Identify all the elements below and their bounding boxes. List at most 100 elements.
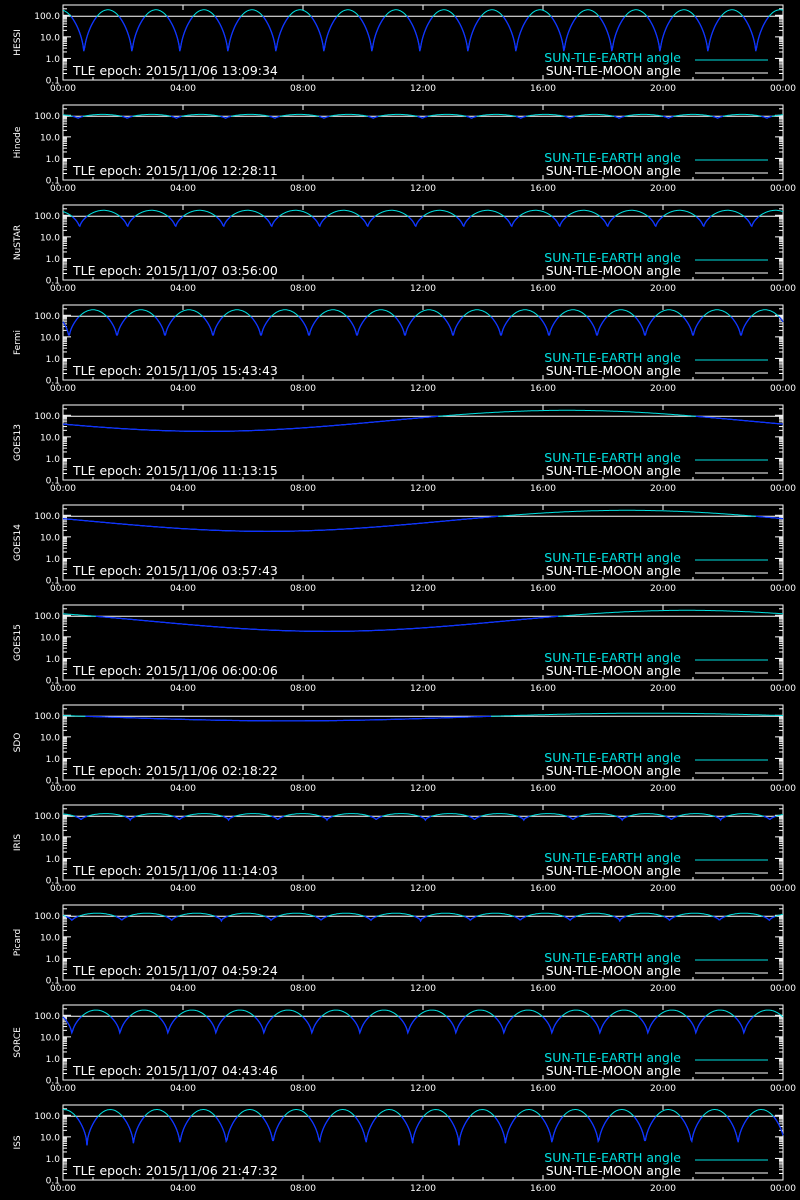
x-tick-label: 00:00 <box>50 1084 76 1094</box>
legend-label: SUN-TLE-EARTH angle <box>544 750 681 765</box>
legend-label: SUN-TLE-EARTH angle <box>544 850 681 865</box>
series-line-earth-below <box>254 1016 274 1035</box>
x-tick-label: 04:00 <box>170 184 196 194</box>
series-line-earth-below <box>540 1116 564 1143</box>
x-tick-label: 16:00 <box>530 984 556 994</box>
series-line-earth-below <box>170 115 182 119</box>
x-tick-label: 04:00 <box>170 684 196 694</box>
series-line-earth-below <box>62 316 80 336</box>
x-tick-label: 12:00 <box>410 284 436 294</box>
series-line-earth-below <box>515 115 527 119</box>
series-line-earth-below <box>517 815 530 822</box>
series-line-earth-below <box>72 115 84 119</box>
series-line-earth-below <box>302 1016 322 1035</box>
panel-ylabel: NuSTAR <box>13 225 23 260</box>
y-tick-label: 1.0 <box>46 155 61 165</box>
y-tick-label: 10.0 <box>40 1033 60 1043</box>
chart-panel: 0.1 1.0 10.0 100.0 00:00 04:00 08:00 12:00 16:00… <box>13 504 796 594</box>
series-line-earth-below <box>202 316 224 336</box>
series-line-earth-below <box>106 316 128 336</box>
series-line-earth <box>62 309 784 336</box>
y-tick-label: 1.0 <box>46 55 61 65</box>
y-tick-label: 0.1 <box>46 577 60 587</box>
x-tick-label: 08:00 <box>290 1184 316 1194</box>
series-line-earth-below <box>346 316 368 336</box>
series-line-earth-below <box>206 1016 226 1035</box>
series-line-earth-below <box>448 1116 470 1146</box>
chart-panel: 0.1 1.0 10.0 100.0 00:00 04:00 08:00 12:00 16:00… <box>13 204 796 294</box>
legend-label: SUN-TLE-EARTH angle <box>544 250 681 265</box>
series-line-earth-below <box>696 215 712 228</box>
series-line-earth-below <box>513 915 527 921</box>
x-tick-label: 00:00 <box>770 284 796 294</box>
y-tick-label: 0.1 <box>46 277 60 287</box>
x-tick-label: 00:00 <box>50 384 76 394</box>
y-tick-label: 100.0 <box>34 812 60 822</box>
x-tick-label: 12:00 <box>410 1084 436 1094</box>
legend-label: SUN-TLE-MOON angle <box>546 863 682 878</box>
legend-label: SUN-TLE-EARTH angle <box>544 950 681 965</box>
series-line-earth-below <box>446 1016 466 1035</box>
x-tick-label: 08:00 <box>290 684 316 694</box>
series-line-earth-below <box>215 1116 238 1143</box>
series-line-earth-below <box>65 915 79 922</box>
series-line-earth-below <box>168 1116 192 1143</box>
series-line-earth-below <box>122 115 133 119</box>
series-line-earth-below <box>454 15 482 52</box>
x-tick-label: 00:00 <box>50 784 76 794</box>
x-tick-label: 20:00 <box>650 884 676 894</box>
y-tick-label: 1.0 <box>46 755 61 765</box>
series-line-earth-below <box>216 215 232 228</box>
y-tick-label: 0.1 <box>46 377 60 387</box>
y-tick-label: 0.1 <box>46 1077 60 1087</box>
series-line-earth-below <box>504 215 520 228</box>
tle-epoch-text: TLE epoch: 2015/11/06 12:28:11 <box>72 163 278 178</box>
series-line-earth-below <box>120 215 136 228</box>
panel-ylabel: SORCE <box>13 1027 23 1058</box>
series-line-earth-below <box>271 815 285 820</box>
series-line-earth-below <box>70 15 98 52</box>
series-line-earth-below <box>417 115 428 119</box>
series-line-earth-below <box>367 115 379 119</box>
series-line-earth-below <box>648 215 664 228</box>
series-line-earth-below <box>358 15 386 52</box>
y-tick-label: 100.0 <box>34 912 60 922</box>
x-tick-label: 12:00 <box>410 584 436 594</box>
x-tick-label: 04:00 <box>170 484 196 494</box>
x-tick-label: 04:00 <box>170 284 196 294</box>
series-line-earth-below <box>400 1115 424 1144</box>
x-tick-label: 16:00 <box>530 184 556 194</box>
y-tick-label: 1.0 <box>46 255 61 265</box>
y-tick-label: 100.0 <box>34 712 60 722</box>
y-tick-label: 1.0 <box>46 1155 61 1165</box>
series-line-earth-below <box>118 15 146 52</box>
series-line-earth-below <box>406 15 434 52</box>
series-line-earth-below <box>354 1116 378 1143</box>
series-line-earth-below <box>600 215 616 228</box>
series-line-earth-below <box>586 316 608 336</box>
series-line-earth-below <box>408 215 424 228</box>
series-line-earth-below <box>360 215 376 228</box>
x-tick-label: 20:00 <box>650 784 676 794</box>
tle-epoch-text: TLE epoch: 2015/11/05 15:43:43 <box>72 363 278 378</box>
series-line-earth-below <box>214 15 242 52</box>
chart-panel: 0.1 1.0 10.0 100.0 00:00 04:00 08:00 12:00 16:00… <box>13 104 796 194</box>
y-tick-label: 100.0 <box>34 412 60 422</box>
x-tick-label: 16:00 <box>530 1084 556 1094</box>
series-line-earth-below <box>95 615 559 633</box>
series-line-earth-below <box>598 15 626 52</box>
legend-label: SUN-TLE-MOON angle <box>546 763 682 778</box>
series-line-earth-below <box>398 1016 418 1035</box>
panel-ylabel: GOES14 <box>13 524 23 561</box>
series-line-earth-below <box>222 815 235 822</box>
legend-label: SUN-TLE-MOON angle <box>546 463 682 478</box>
x-tick-label: 08:00 <box>290 584 316 594</box>
panel-ylabel: IRIS <box>13 834 23 852</box>
y-tick-label: 100.0 <box>34 612 60 622</box>
y-tick-label: 10.0 <box>40 933 60 943</box>
series-line-earth-below <box>566 815 580 820</box>
series-line-earth-below <box>590 1016 610 1035</box>
series-line-earth-below <box>686 1016 706 1035</box>
y-tick-label: 10.0 <box>40 433 60 443</box>
series-line-earth-below <box>542 1016 562 1035</box>
